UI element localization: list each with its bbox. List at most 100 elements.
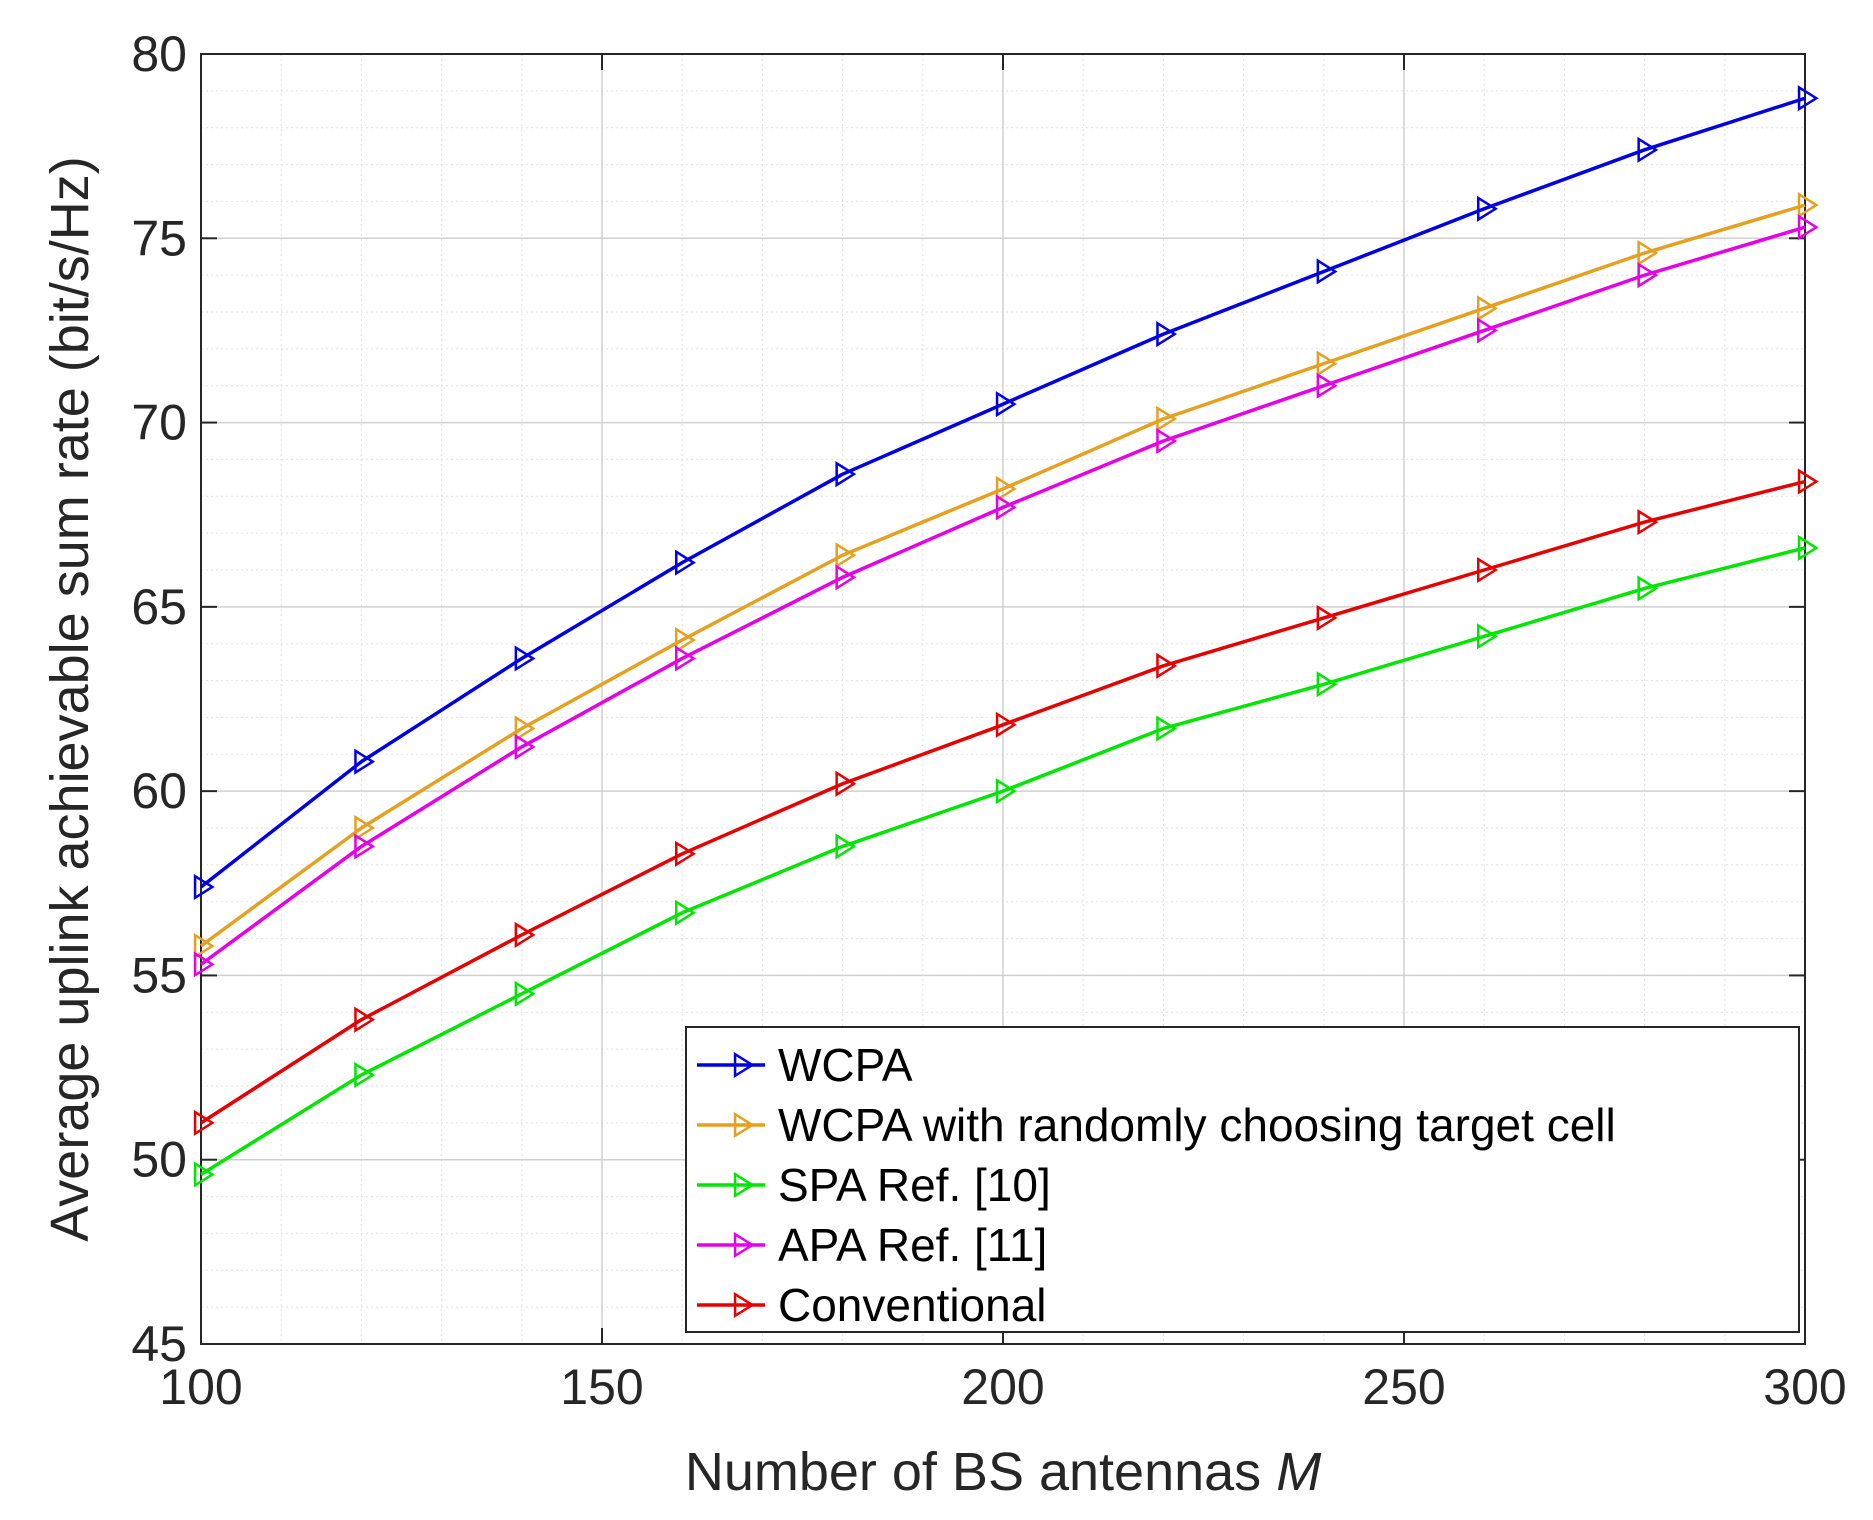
x-axis-title: Number of BS antennas M <box>685 1442 1321 1502</box>
legend-entry-3: APA Ref. [11] <box>697 1219 1047 1271</box>
y-tick-labels: 45 50 55 60 65 70 75 80 <box>131 26 187 1372</box>
series-layer <box>193 85 1819 1188</box>
data-point <box>1316 604 1338 631</box>
legend-box <box>685 1026 1800 1333</box>
data-point <box>1797 468 1819 495</box>
data-point <box>675 645 696 672</box>
data-point <box>835 564 857 591</box>
data-point <box>1316 350 1338 377</box>
series-line <box>199 225 1806 966</box>
data-point <box>835 833 857 860</box>
data-point <box>193 1161 215 1188</box>
y-tick-label: 45 <box>131 1316 187 1372</box>
data-point <box>1156 405 1178 432</box>
data-point <box>995 494 1017 521</box>
data-point <box>1797 192 1819 219</box>
y-tick-label: 65 <box>131 579 187 635</box>
data-point <box>1156 652 1178 679</box>
data-point <box>675 626 696 654</box>
data-point <box>1316 372 1338 399</box>
legend-marker <box>733 1291 755 1319</box>
data-point <box>1637 262 1659 289</box>
data-point <box>1477 556 1498 584</box>
data-point <box>1637 509 1659 536</box>
x-tick-label: 100 <box>159 1359 242 1415</box>
series-line <box>199 203 1806 948</box>
x-tick-labels: 100 150 200 250 300 <box>159 1359 1846 1415</box>
data-point <box>835 542 857 569</box>
legend-label: WCPA with randomly choosing target cell <box>778 1099 1616 1151</box>
data-point <box>193 873 215 901</box>
data-point <box>193 951 215 978</box>
legend-entry-0: WCPA <box>697 1039 913 1091</box>
data-point <box>514 645 536 672</box>
x-tick-label: 150 <box>560 1359 643 1415</box>
data-point <box>675 899 696 926</box>
legend-entry-1: WCPA with randomly choosing target cell <box>697 1099 1616 1151</box>
data-point <box>1477 317 1498 344</box>
y-tick-label: 70 <box>131 395 187 451</box>
legend-entry-4: Conventional <box>697 1279 1047 1331</box>
data-point <box>354 748 376 775</box>
data-point <box>675 840 696 867</box>
legend-label: Conventional <box>778 1279 1047 1331</box>
legend: WCPA WCPA with randomly choosing target c… <box>685 1026 1800 1333</box>
data-point <box>514 733 536 760</box>
legend-marker <box>733 1171 755 1199</box>
data-point <box>354 814 376 842</box>
data-point <box>1637 136 1659 163</box>
legend-label: APA Ref. [11] <box>778 1219 1047 1271</box>
data-point <box>1316 671 1338 698</box>
series-0 <box>193 85 1819 901</box>
legend-marker <box>733 1111 755 1139</box>
series-line <box>199 96 1806 889</box>
data-point <box>1797 214 1819 241</box>
data-point <box>995 778 1017 805</box>
series-line <box>200 546 1806 1176</box>
data-point <box>1477 623 1498 650</box>
data-point <box>1156 321 1178 348</box>
data-point <box>354 833 376 860</box>
data-point <box>1637 575 1659 602</box>
series-2 <box>193 534 1819 1188</box>
y-tick-label: 55 <box>131 947 187 1003</box>
x-tick-label: 200 <box>961 1359 1044 1415</box>
y-axis-title: Average uplink achievable sum rate (bit/… <box>40 156 100 1242</box>
data-point <box>995 391 1017 418</box>
data-point <box>1797 85 1819 112</box>
data-point <box>835 770 857 797</box>
y-tick-label: 60 <box>131 763 187 819</box>
legend-marker <box>733 1051 755 1079</box>
legend-marker <box>733 1231 755 1259</box>
y-tick-label: 80 <box>131 26 187 82</box>
x-tick-label: 250 <box>1362 1359 1445 1415</box>
data-point <box>1477 295 1498 322</box>
data-point <box>835 461 857 488</box>
x-tick-label: 300 <box>1763 1359 1846 1415</box>
series-3 <box>193 214 1819 978</box>
data-point <box>1156 427 1178 455</box>
data-point <box>514 715 536 742</box>
data-point <box>514 921 536 948</box>
axis-ticks <box>200 53 1806 1345</box>
legend-label: WCPA <box>778 1039 913 1091</box>
data-point <box>675 549 696 576</box>
data-point <box>514 980 536 1007</box>
y-tick-label: 75 <box>131 210 187 266</box>
data-point <box>995 475 1017 502</box>
legend-label: SPA Ref. [10] <box>778 1159 1051 1211</box>
data-point <box>193 932 215 959</box>
legend-entry-2: SPA Ref. [10] <box>697 1159 1051 1211</box>
data-point <box>1797 534 1819 561</box>
data-point <box>1477 195 1498 222</box>
data-point <box>1637 239 1659 267</box>
data-point <box>354 1006 376 1033</box>
series-line <box>200 479 1806 1125</box>
data-point <box>193 1109 215 1136</box>
series-1 <box>193 192 1819 959</box>
y-tick-label: 50 <box>131 1132 187 1188</box>
data-point <box>354 1061 376 1088</box>
data-point <box>1316 258 1338 285</box>
series-4 <box>193 468 1819 1136</box>
